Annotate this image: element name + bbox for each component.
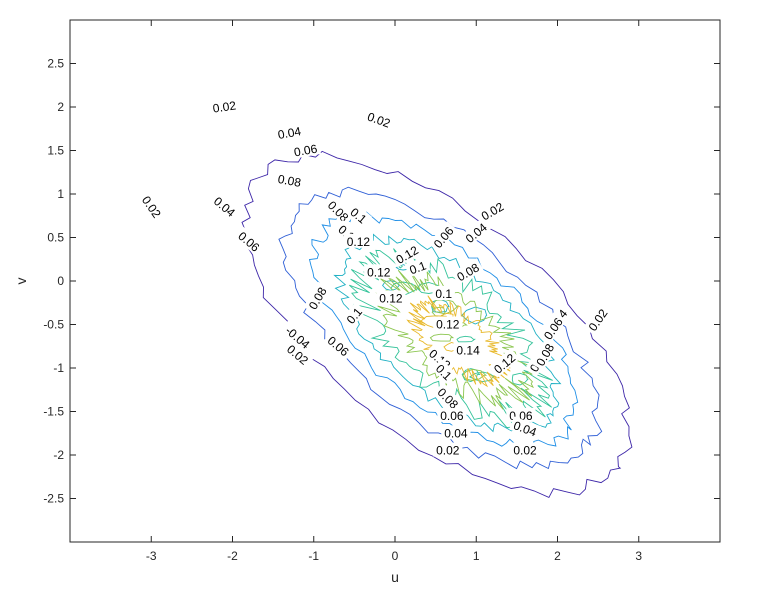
contour-label-bg [441, 425, 471, 440]
contour-label: 0.02 [436, 444, 460, 458]
contour-label-bg [453, 342, 483, 357]
contour-label: 0.12 [367, 265, 391, 279]
contour-island [462, 368, 488, 381]
contour-label-bg [323, 195, 355, 226]
contour-label-bg [459, 217, 492, 248]
contour-label-bg [209, 191, 241, 221]
contour-island [511, 372, 529, 386]
contour-label: 0.14 [456, 344, 480, 358]
contour-level-0_08 [333, 233, 562, 433]
contour-label: 0.02 [212, 98, 237, 115]
y-tick-label: -0.5 [43, 318, 64, 332]
contour-label-bg [432, 286, 455, 300]
contour-label: 0.04 [277, 124, 303, 142]
contour-label-bg [343, 233, 373, 248]
contour-label-bg [390, 240, 423, 268]
y-tick-label: -2.5 [43, 492, 64, 506]
y-axis: 2.5 2 1.5 1 0.5 0 -0.5 -1 -1.5 -2 -2.5 [43, 57, 720, 506]
x-axis: -3 -2 -1 0 1 2 3 [146, 20, 642, 563]
contour-label: 0.12 [436, 318, 460, 332]
contour-island [431, 298, 450, 313]
y-tick-label: 1.5 [47, 144, 64, 158]
contour-label-bg [233, 226, 266, 256]
contour-label-bg [431, 358, 458, 385]
x-tick-label: 3 [635, 549, 642, 563]
y-tick-label: 0 [57, 274, 64, 288]
contour-label-bg [510, 442, 540, 457]
x-tick-label: -1 [308, 549, 319, 563]
x-tick-label: 1 [473, 549, 480, 563]
contour-label-bg [279, 319, 317, 354]
contour-label-bg [273, 170, 306, 190]
contour-label-bg [362, 107, 396, 131]
y-axis-label: v [13, 278, 29, 285]
contour-label: 0.1 [408, 258, 429, 277]
contour-label-bg [208, 97, 240, 115]
contour-label-bg [138, 190, 167, 223]
y-tick-label: 2.5 [47, 57, 64, 71]
x-tick-label: 0 [392, 549, 399, 563]
contour-label: 0.06 [293, 142, 319, 160]
contour-label-bg [433, 442, 463, 457]
contour-island [382, 280, 400, 291]
contour-label-bg [531, 338, 558, 371]
contour-label-bg [345, 202, 373, 228]
contour-label-bg [303, 281, 331, 315]
contour-label: 0.12 [347, 235, 371, 249]
contour-label-bg [583, 303, 612, 336]
contour-label-bg [341, 302, 367, 329]
contour-label: 0.12 [379, 291, 403, 305]
contour-label-bg [475, 197, 509, 224]
contour-island [456, 335, 476, 343]
contour-label-bg [273, 122, 305, 142]
y-tick-label: -2 [53, 448, 64, 462]
contour-label: 0.06 [440, 409, 464, 423]
contour-label-bg [404, 256, 431, 278]
contour-label-bg [437, 407, 467, 422]
contour-label-bg [509, 416, 542, 440]
contour-level-0_02 [241, 150, 633, 498]
y-tick-label: 0.5 [47, 231, 64, 245]
contour-label: 0.1 [435, 287, 452, 301]
contour-label: 0.04 [444, 426, 468, 440]
y-tick-label: -1.5 [43, 405, 64, 419]
contour-label-bg [323, 330, 355, 361]
x-tick-label: -3 [146, 549, 157, 563]
contour-label: 0.08 [277, 172, 303, 190]
contour-label-bg [289, 140, 322, 159]
x-tick-label: 2 [554, 549, 561, 563]
contour-island [429, 333, 455, 342]
contour-label-bg [433, 382, 464, 414]
contour-label-bg [538, 312, 567, 345]
contour-label-bg [488, 348, 520, 378]
y-tick-label: 1 [57, 187, 64, 201]
contour-level-0_14 [406, 295, 511, 388]
y-tick-label: -1 [53, 361, 64, 375]
contour-label-bg [282, 339, 314, 369]
x-axis-label: u [391, 569, 399, 585]
x-tick-label: -2 [227, 549, 238, 563]
contour-label-bg [433, 316, 463, 331]
contour-label-bg [451, 258, 484, 285]
contour-level-0_06 [308, 211, 579, 453]
contour-island [430, 299, 460, 315]
contour-label-bg [376, 290, 406, 305]
contour-label: 0.02 [513, 444, 537, 458]
contour-label-bg [364, 264, 394, 279]
y-tick-label: 2 [57, 100, 64, 114]
contour-label-bg [428, 221, 458, 253]
